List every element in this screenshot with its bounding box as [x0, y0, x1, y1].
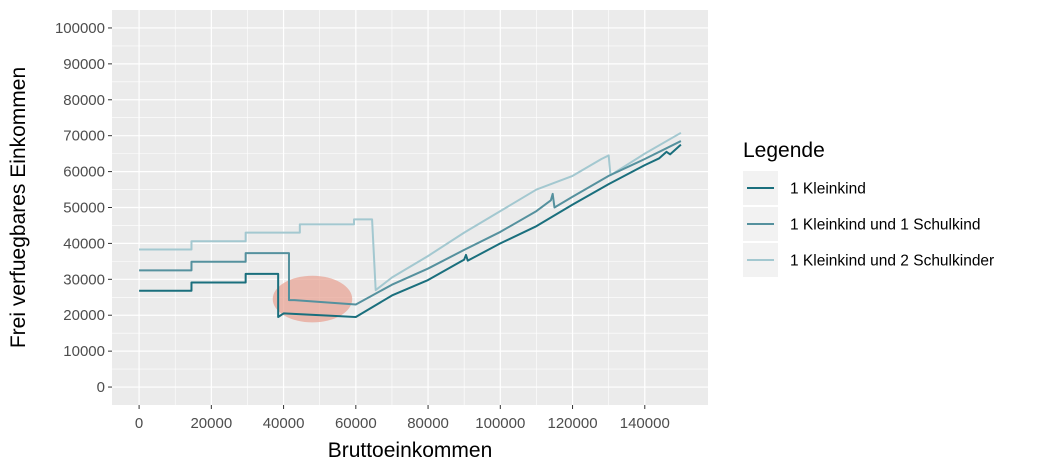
legend-label: 1 Kleinkind und 2 Schulkinder — [790, 253, 994, 270]
annotations — [272, 275, 353, 323]
y-tick-label: 0 — [97, 379, 105, 396]
series-lines — [139, 131, 682, 319]
y-tick-label: 60000 — [63, 164, 105, 181]
legend-items: 1 Kleinkind 1 Kleinkind und 1 Schulkind 1 … — [743, 171, 994, 277]
y-tick-label: 100000 — [55, 20, 105, 37]
x-axis: 0 20000 40000 60000 80000 100000 120000 140000 — [135, 405, 670, 432]
x-axis-title: Bruttoeinkommen — [328, 439, 493, 459]
y-axis: 0 10000 20000 30000 40000 50000 60000 70000 8000… — [55, 20, 112, 396]
legend: Legende 1 Kleinkind 1 Kleinkind und 1 Sch… — [743, 139, 994, 277]
y-tick-label: 40000 — [63, 235, 105, 252]
series-line — [139, 143, 682, 319]
y-tick-label: 70000 — [63, 128, 105, 145]
x-tick-label: 100000 — [475, 415, 525, 432]
series-line — [139, 140, 682, 306]
y-tick-label: 10000 — [63, 343, 105, 360]
y-tick-label: 30000 — [63, 271, 105, 288]
x-tick-label: 40000 — [263, 415, 305, 432]
x-tick-label: 120000 — [548, 415, 598, 432]
legend-title: Legende — [743, 139, 825, 162]
grid-major — [112, 10, 708, 405]
x-tick-label: 60000 — [335, 415, 377, 432]
y-tick-label: 50000 — [63, 200, 105, 217]
series-line — [139, 131, 682, 292]
highlight-ellipse — [272, 275, 353, 323]
x-tick-label: 140000 — [620, 415, 670, 432]
legend-label: 1 Kleinkind und 1 Schulkind — [790, 217, 980, 234]
y-tick-label: 90000 — [63, 56, 105, 73]
legend-label: 1 Kleinkind — [790, 181, 866, 198]
y-tick-label: 20000 — [63, 307, 105, 324]
x-tick-label: 20000 — [190, 415, 232, 432]
x-tick-label: 80000 — [407, 415, 449, 432]
y-tick-label: 80000 — [63, 92, 105, 109]
x-tick-label: 0 — [135, 415, 143, 432]
y-axis-title: Frei verfuegbares Einkommen — [7, 67, 30, 348]
